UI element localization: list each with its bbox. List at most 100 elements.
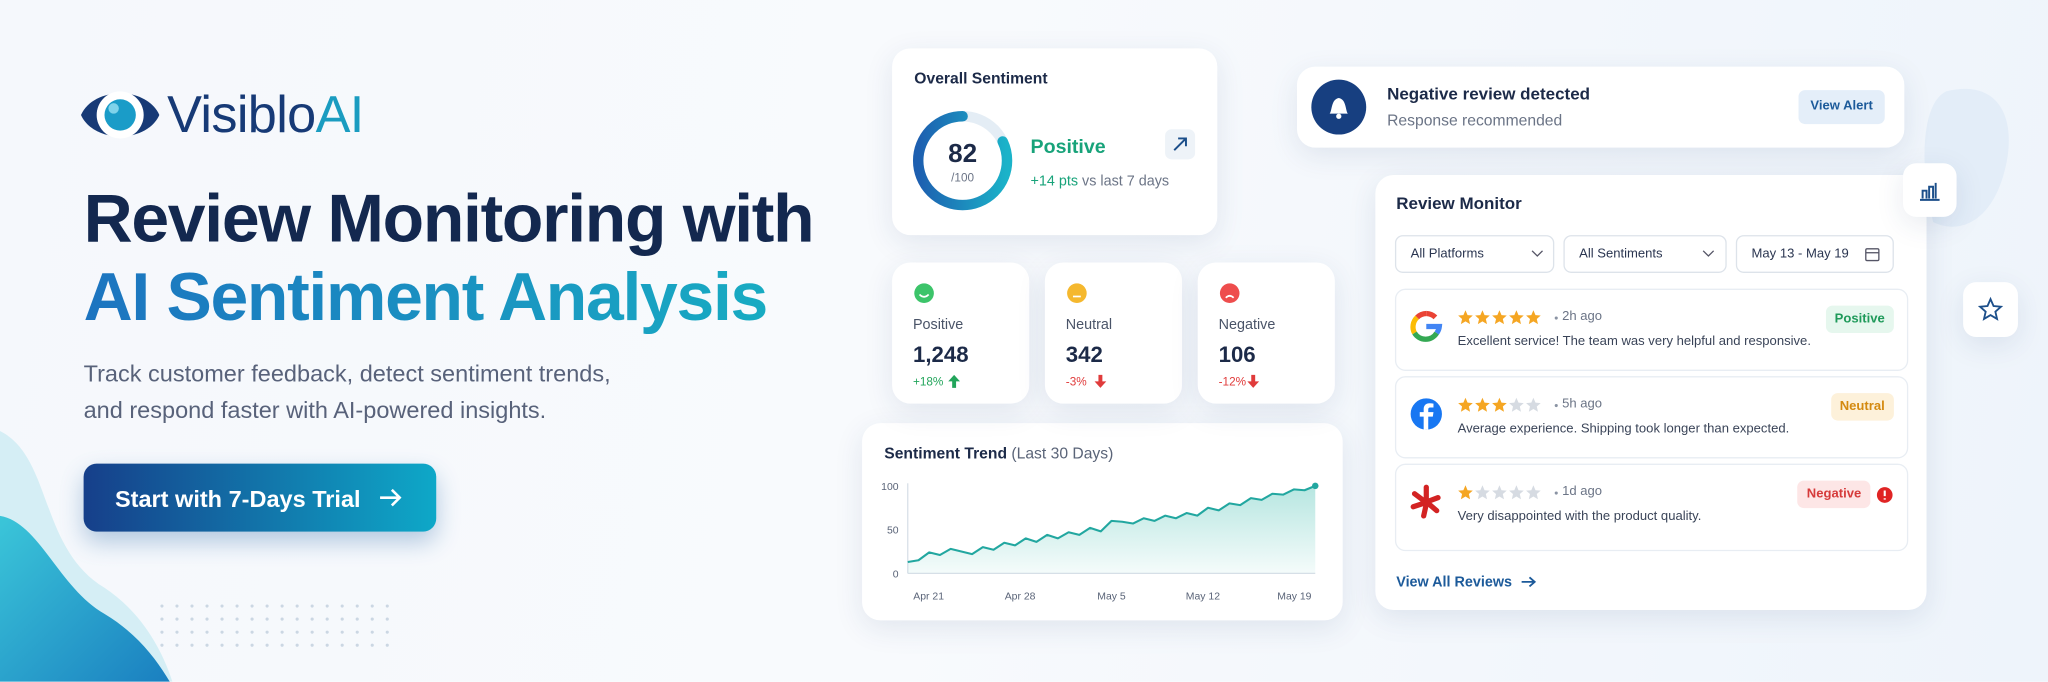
x-tick-label: Apr 28 — [1005, 592, 1036, 603]
monitor-card: Review Monitor All Platforms All Sentime… — [1375, 175, 1927, 610]
alert-title: Negative review detected — [1387, 83, 1591, 104]
hero-title-accent: AI Sentiment Analysis — [83, 259, 769, 336]
x-tick-label: May 5 — [1097, 592, 1126, 603]
brand-name: Visiblo — [167, 86, 316, 144]
star-rating — [1458, 310, 1541, 325]
stat-card: Neutral 342 -3% — [1044, 262, 1183, 404]
dot — [1554, 491, 1558, 495]
decor-dot — [340, 643, 344, 647]
stat-value: 342 — [1065, 342, 1103, 368]
decor-dot — [325, 630, 329, 634]
score-max: /100 — [951, 171, 975, 185]
review-row: 1d ago Very disappointed with the product… — [1394, 463, 1909, 552]
arrow — [1247, 374, 1260, 388]
stat-change: -3% — [1065, 374, 1087, 388]
review-time: 1d ago — [1562, 484, 1603, 499]
stat-card: Positive 1,248 +18% — [892, 262, 1030, 404]
trend-line — [907, 484, 1316, 564]
star — [1475, 485, 1490, 500]
star — [1492, 485, 1507, 500]
gauge-arc — [912, 111, 1013, 211]
expand-button[interactable] — [1165, 129, 1196, 160]
decor-dot — [160, 617, 164, 621]
review-time: 2h ago — [1562, 309, 1603, 324]
filter-dropdown[interactable]: All Sentiments — [1563, 235, 1727, 273]
decor-dot — [175, 617, 179, 621]
trend-arrow — [948, 374, 960, 388]
star — [1526, 397, 1541, 412]
separator-dot — [1554, 316, 1558, 320]
decor-dot — [310, 643, 314, 647]
sentiment-face — [914, 283, 934, 304]
cta-button[interactable]: Start with 7-Days Trial — [83, 463, 437, 532]
filter-label: All Sentiments — [1579, 246, 1663, 262]
decor-dot — [235, 604, 239, 608]
decor-dot — [235, 617, 239, 621]
star — [1509, 310, 1524, 325]
sentiment-badge: Positive — [1825, 305, 1894, 334]
warning-icon — [1876, 487, 1893, 503]
view-all-link[interactable]: View All Reviews — [1396, 575, 1536, 590]
decor-dot — [280, 630, 284, 634]
decor-dot — [160, 643, 164, 647]
arrow-icon — [1521, 576, 1536, 588]
float-chart-button[interactable] — [1903, 163, 1957, 217]
decor-dot — [325, 617, 329, 621]
arrow — [948, 374, 960, 388]
alert-button[interactable]: View Alert — [1798, 90, 1885, 125]
y-tick-label: 50 — [887, 526, 899, 537]
review-text: Average experience. Shipping took longer… — [1457, 421, 1790, 437]
separator-dot — [1554, 403, 1558, 408]
face-mouth — [918, 293, 930, 298]
stat-label: Neutral — [1065, 317, 1113, 334]
trend-endpoint — [1311, 482, 1319, 490]
decor-dot — [370, 643, 374, 647]
hero-title: Review Monitoring with — [83, 181, 815, 258]
stat-value: 1,248 — [912, 342, 969, 368]
float-star-button[interactable] — [1963, 282, 2018, 337]
decor-dot — [295, 617, 299, 621]
arrow-icon — [1173, 137, 1187, 151]
stat-label: Positive — [912, 317, 964, 334]
decor-dot — [280, 617, 284, 621]
date-filter[interactable]: May 13 - May 19 — [1735, 235, 1894, 273]
review-row: 2h ago Excellent service! The team was ve… — [1394, 288, 1909, 371]
decor-dot — [250, 617, 254, 621]
sentiment-badge: Neutral — [1830, 393, 1894, 421]
hero-description: Track customer feedback, detect sentimen… — [83, 360, 611, 387]
change: +14 pts vs last 7 days — [1031, 174, 1170, 190]
star — [1458, 485, 1473, 500]
logo-part — [1426, 310, 1438, 320]
decor-dot — [370, 617, 374, 621]
stat-change: -12% — [1218, 374, 1247, 388]
decor-dot — [340, 630, 344, 634]
stat-card: Negative 106 -12% — [1197, 262, 1335, 404]
logo-part — [1412, 331, 1439, 342]
stat-label: Negative — [1218, 317, 1276, 334]
change-note: vs last 7 days — [1082, 173, 1170, 190]
sentiment-face — [1219, 283, 1240, 304]
dot — [1554, 316, 1558, 320]
x-tick-label: Apr 21 — [913, 592, 944, 603]
decor-dot — [325, 643, 329, 647]
change-value: +14 pts — [1030, 173, 1079, 190]
decor-dot — [265, 643, 269, 647]
platform-logo — [1410, 398, 1442, 430]
chevron — [1702, 250, 1715, 257]
logo-icon — [80, 91, 160, 139]
face — [1219, 283, 1240, 304]
star — [1492, 310, 1507, 325]
logo-part — [1424, 500, 1440, 514]
logo-part — [1421, 501, 1429, 519]
review-row: 5h ago Average experience. Shipping took … — [1394, 376, 1909, 459]
star — [1526, 310, 1541, 325]
logo-part — [1426, 323, 1443, 335]
arrow-icon — [380, 488, 402, 507]
decor-dot — [175, 604, 179, 608]
overall-card: Overall Sentiment 82 /100 Positive +14 p… — [892, 48, 1218, 236]
filter-dropdown[interactable]: All Platforms — [1394, 235, 1555, 273]
filter-label: All Platforms — [1410, 246, 1484, 262]
decor-dot — [385, 617, 389, 621]
decor-dot — [250, 643, 254, 647]
